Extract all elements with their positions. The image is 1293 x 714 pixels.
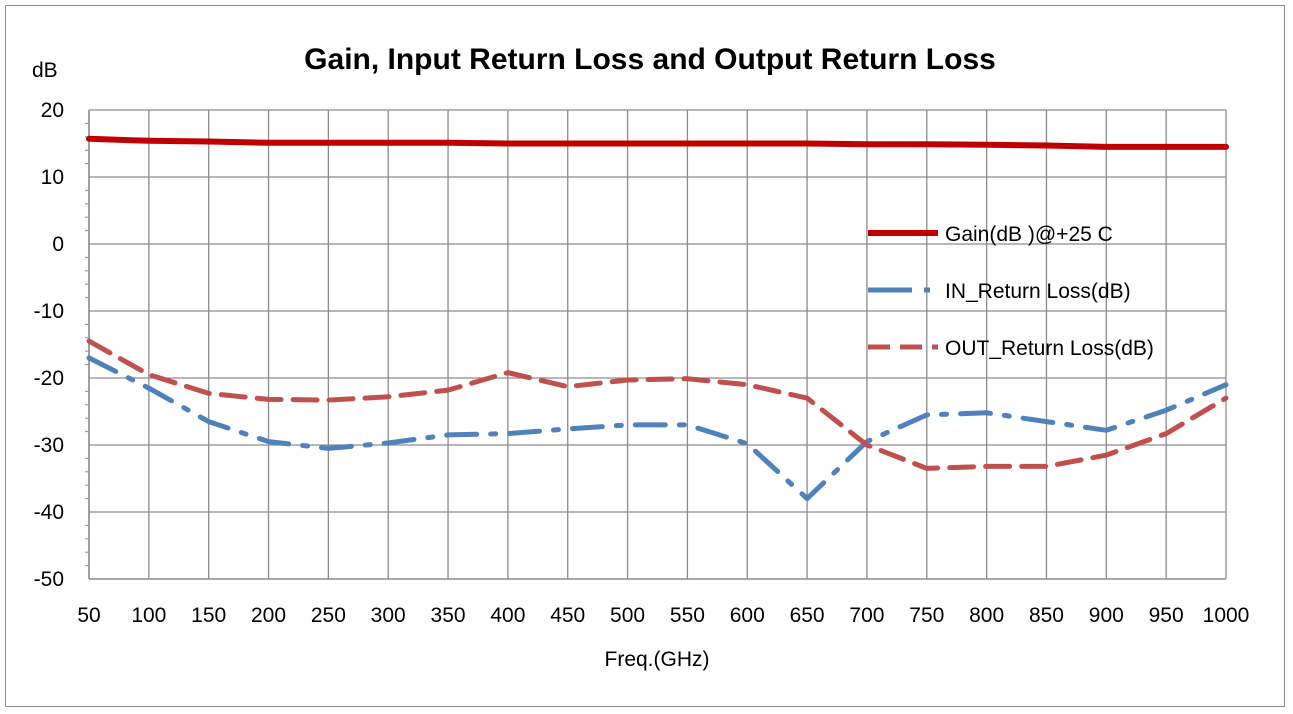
x-tick-label: 100 (131, 604, 166, 627)
grid (88, 109, 1227, 579)
x-tick-label: 250 (311, 604, 346, 627)
y-tick-label: -50 (34, 568, 64, 591)
legend-label-1: IN_Return Loss(dB) (945, 280, 1131, 303)
chart-frame (5, 5, 1285, 707)
y-tick-label: 10 (41, 166, 64, 189)
series-line-2 (86, 338, 1229, 471)
y-tick-label: -20 (34, 367, 64, 390)
x-axis-label: Freq.(GHz) (605, 648, 710, 671)
x-tick-label: 200 (251, 604, 286, 627)
series-line-1 (86, 355, 1229, 502)
x-tick-label: 300 (371, 604, 406, 627)
series-lines (86, 135, 1229, 502)
axes (85, 110, 1226, 580)
chart-title: Gain, Input Return Loss and Output Retur… (304, 43, 996, 76)
x-tick-label: 500 (610, 604, 645, 627)
x-tick-label: 50 (77, 604, 100, 627)
y-tick-labels: 20 10 0 -10 -20 -30 -40 -50 (34, 99, 64, 591)
y-tick-label: -10 (34, 300, 64, 323)
x-tick-label: 1000 (1203, 604, 1250, 627)
x-tick-label: 600 (730, 604, 765, 627)
x-tick-label: 700 (849, 604, 884, 627)
x-tick-label: 550 (670, 604, 705, 627)
x-tick-label: 400 (490, 604, 525, 627)
y-tick-label: 0 (52, 233, 64, 256)
legend: Gain(dB )@+25 C IN_Return Loss(dB) OUT_Ret… (868, 223, 1154, 360)
x-tick-label: 150 (191, 604, 226, 627)
series-line-0 (86, 135, 1229, 150)
y-tick-label: -40 (34, 501, 64, 524)
x-tick-label: 750 (909, 604, 944, 627)
x-tick-label: 950 (1149, 604, 1184, 627)
legend-label-2: OUT_Return Loss(dB) (945, 337, 1154, 360)
x-tick-label: 350 (431, 604, 466, 627)
x-tick-labels: 50 100 150 200 250 300 350 400 450 500 550 600 650 70… (77, 604, 1249, 627)
x-tick-label: 650 (790, 604, 825, 627)
x-tick-label: 850 (1029, 604, 1064, 627)
x-tick-label: 450 (550, 604, 585, 627)
y-tick-label: 20 (41, 99, 64, 122)
x-tick-label: 900 (1089, 604, 1124, 627)
x-tick-label: 800 (969, 604, 1004, 627)
y-tick-label: -30 (34, 434, 64, 457)
legend-label-0: Gain(dB )@+25 C (945, 223, 1113, 246)
y-axis-label: dB (32, 59, 58, 82)
